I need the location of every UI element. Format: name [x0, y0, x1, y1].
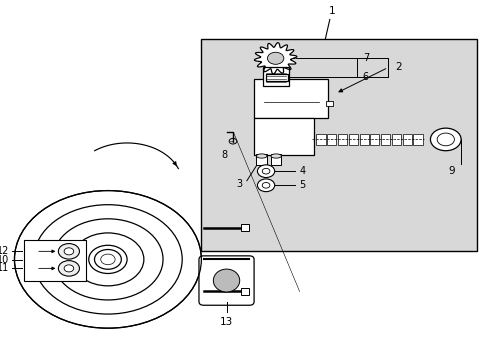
FancyBboxPatch shape	[254, 80, 328, 118]
Circle shape	[94, 249, 121, 269]
Text: 4: 4	[299, 166, 305, 176]
FancyBboxPatch shape	[326, 134, 336, 145]
Circle shape	[267, 52, 283, 64]
FancyBboxPatch shape	[391, 134, 400, 145]
FancyBboxPatch shape	[325, 100, 332, 106]
FancyBboxPatch shape	[241, 288, 248, 294]
Text: 5: 5	[299, 180, 305, 190]
Polygon shape	[254, 42, 296, 74]
FancyBboxPatch shape	[412, 134, 422, 145]
Circle shape	[257, 179, 274, 192]
Text: 3: 3	[236, 179, 242, 189]
Circle shape	[64, 248, 74, 255]
FancyBboxPatch shape	[201, 39, 476, 251]
FancyBboxPatch shape	[254, 118, 313, 155]
Text: 2: 2	[395, 62, 401, 72]
Text: 9: 9	[447, 166, 454, 176]
FancyBboxPatch shape	[265, 74, 287, 81]
FancyBboxPatch shape	[402, 134, 411, 145]
FancyBboxPatch shape	[348, 134, 357, 145]
FancyBboxPatch shape	[262, 67, 288, 86]
Text: 7: 7	[362, 53, 368, 63]
Ellipse shape	[256, 154, 266, 158]
Text: 6: 6	[362, 72, 368, 82]
FancyBboxPatch shape	[359, 134, 368, 145]
Text: 12: 12	[0, 246, 10, 256]
FancyBboxPatch shape	[380, 134, 389, 145]
Text: 8: 8	[222, 150, 227, 160]
FancyBboxPatch shape	[199, 256, 254, 305]
Circle shape	[429, 128, 460, 151]
Text: 10: 10	[0, 255, 10, 265]
FancyBboxPatch shape	[316, 134, 325, 145]
Circle shape	[64, 265, 74, 272]
Ellipse shape	[270, 154, 281, 158]
FancyBboxPatch shape	[256, 154, 266, 165]
FancyBboxPatch shape	[270, 154, 281, 165]
FancyBboxPatch shape	[241, 224, 248, 231]
Circle shape	[15, 190, 201, 328]
Circle shape	[58, 244, 79, 259]
FancyBboxPatch shape	[369, 134, 379, 145]
Ellipse shape	[213, 269, 239, 292]
Text: 13: 13	[220, 316, 233, 327]
Circle shape	[58, 261, 79, 276]
FancyBboxPatch shape	[337, 134, 346, 145]
FancyBboxPatch shape	[24, 240, 86, 280]
Text: 11: 11	[0, 264, 10, 273]
Circle shape	[257, 165, 274, 177]
Text: 1: 1	[328, 6, 334, 16]
